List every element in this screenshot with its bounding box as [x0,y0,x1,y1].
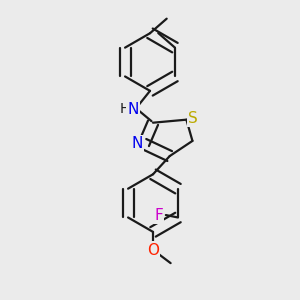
Text: N: N [128,102,139,117]
Text: H: H [120,102,130,116]
Text: S: S [188,111,198,126]
Text: N: N [132,136,143,152]
Text: O: O [147,243,159,258]
Text: F: F [154,208,163,223]
